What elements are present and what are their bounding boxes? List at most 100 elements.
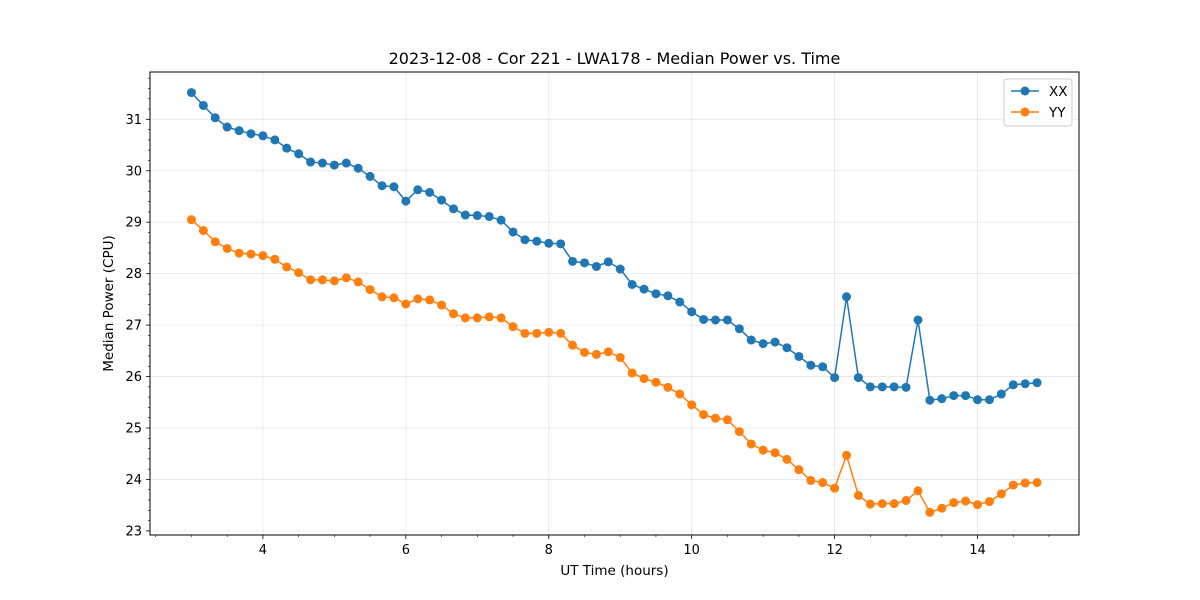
- data-point-xx: [889, 382, 899, 392]
- x-tick-label: 14: [969, 543, 986, 558]
- data-point-xx: [246, 129, 256, 139]
- data-point-xx: [615, 264, 625, 274]
- data-point-xx: [925, 395, 935, 405]
- data-point-yy: [984, 497, 994, 507]
- data-point-xx: [830, 373, 840, 383]
- x-tick-label: 8: [545, 543, 553, 558]
- data-point-xx: [556, 239, 566, 249]
- data-point-xx: [984, 395, 994, 405]
- y-tick-label: 26: [125, 370, 142, 385]
- data-point-xx: [818, 362, 828, 372]
- data-point-xx: [627, 279, 637, 289]
- data-point-yy: [1008, 480, 1018, 490]
- data-point-yy: [234, 248, 244, 258]
- data-point-xx: [996, 389, 1006, 399]
- data-point-xx: [579, 258, 589, 268]
- y-tick-label: 31: [125, 113, 142, 128]
- data-point-xx: [413, 185, 423, 195]
- data-point-yy: [1020, 478, 1030, 488]
- data-point-xx: [306, 157, 316, 167]
- data-point-xx: [675, 297, 685, 307]
- data-point-yy: [889, 499, 899, 509]
- data-point-yy: [687, 400, 697, 410]
- data-point-xx: [842, 292, 852, 302]
- data-point-xx: [639, 284, 649, 294]
- data-point-xx: [794, 351, 804, 361]
- data-point-xx: [687, 307, 697, 317]
- x-tick-label: 10: [683, 543, 700, 558]
- data-point-yy: [568, 340, 578, 350]
- data-point-yy: [746, 439, 756, 449]
- data-point-xx: [1008, 380, 1018, 390]
- data-point-yy: [770, 448, 780, 458]
- data-point-yy: [830, 483, 840, 493]
- data-point-xx: [198, 100, 208, 110]
- data-point-yy: [306, 275, 316, 285]
- y-tick-label: 29: [125, 216, 142, 231]
- data-point-xx: [377, 181, 387, 191]
- data-point-yy: [472, 313, 482, 323]
- data-point-yy: [353, 277, 363, 287]
- data-point-yy: [496, 313, 506, 323]
- data-point-xx: [317, 158, 327, 168]
- data-point-yy: [556, 328, 566, 338]
- data-point-xx: [508, 227, 518, 237]
- data-point-xx: [722, 315, 732, 325]
- y-tick-label: 24: [125, 473, 142, 488]
- y-tick-label: 30: [125, 164, 142, 179]
- data-point-yy: [460, 313, 470, 323]
- data-point-xx: [877, 382, 887, 392]
- y-tick-label: 28: [125, 267, 142, 282]
- data-point-xx: [651, 289, 661, 299]
- data-point-yy: [425, 295, 435, 305]
- data-point-xx: [282, 143, 292, 153]
- data-point-yy: [925, 507, 935, 517]
- chart-title: 2023-12-08 - Cor 221 - LWA178 - Median P…: [389, 49, 841, 68]
- data-point-xx: [782, 343, 792, 353]
- x-tick-label: 4: [259, 543, 267, 558]
- data-point-xx: [758, 339, 768, 349]
- data-point-xx: [353, 163, 363, 173]
- data-point-xx: [234, 126, 244, 136]
- data-point-yy: [937, 503, 947, 513]
- data-point-yy: [794, 465, 804, 475]
- data-point-yy: [758, 445, 768, 455]
- data-point-yy: [508, 322, 518, 332]
- data-point-xx: [853, 373, 863, 383]
- data-point-xx: [437, 195, 447, 205]
- data-point-xx: [401, 196, 411, 206]
- data-point-xx: [568, 256, 578, 266]
- data-point-xx: [961, 391, 971, 401]
- data-point-xx: [973, 395, 983, 405]
- data-point-yy: [877, 499, 887, 509]
- data-point-xx: [532, 236, 542, 246]
- data-point-xx: [389, 182, 399, 192]
- data-point-xx: [746, 335, 756, 345]
- data-point-yy: [996, 489, 1006, 499]
- data-point-xx: [460, 210, 470, 220]
- data-point-yy: [973, 500, 983, 510]
- plot-area-frame: [149, 71, 1080, 536]
- data-point-xx: [734, 324, 744, 334]
- data-point-yy: [663, 382, 673, 392]
- data-point-yy: [949, 498, 959, 508]
- x-axis-label: UT Time (hours): [560, 563, 668, 579]
- data-point-yy: [544, 327, 554, 337]
- data-point-yy: [651, 377, 661, 387]
- data-point-yy: [413, 294, 423, 304]
- legend-label-xx: XX: [1049, 84, 1068, 100]
- legend-marker-xx: [1020, 86, 1030, 96]
- data-point-xx: [425, 187, 435, 197]
- data-point-yy: [818, 478, 828, 488]
- data-point-yy: [865, 499, 875, 509]
- data-point-yy: [246, 249, 256, 259]
- data-point-xx: [294, 149, 304, 159]
- data-point-yy: [603, 347, 613, 357]
- data-point-xx: [186, 88, 196, 98]
- data-point-yy: [377, 292, 387, 302]
- data-point-xx: [341, 158, 351, 168]
- data-point-yy: [734, 427, 744, 437]
- data-point-xx: [520, 235, 530, 245]
